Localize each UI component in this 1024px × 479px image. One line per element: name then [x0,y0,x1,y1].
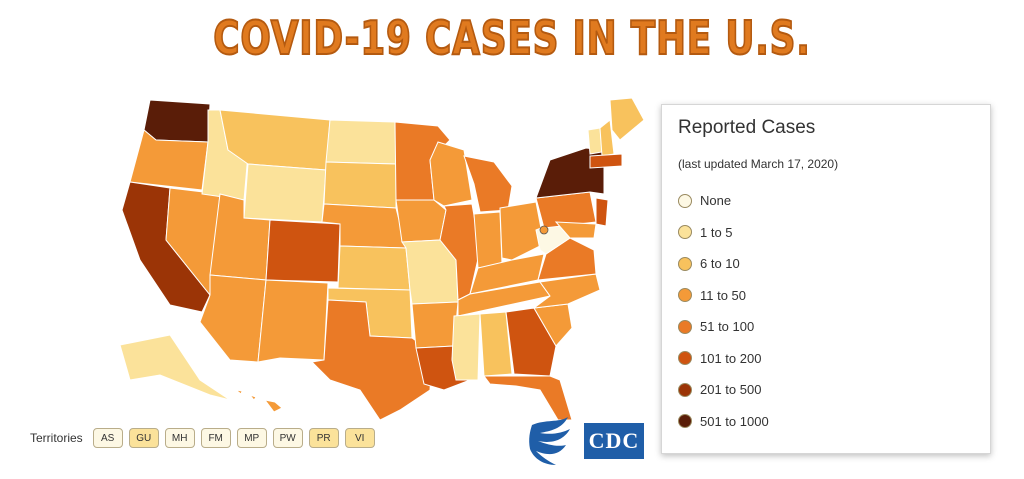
territory-button-as[interactable]: AS [92,428,123,448]
state-ky[interactable] [469,253,545,295]
state-hi[interactable] [234,389,283,413]
legend-item: 1 to 5 [678,217,974,249]
state-ak[interactable] [119,334,231,401]
legend-label: 501 to 1000 [700,413,769,429]
state-ms[interactable] [451,313,481,381]
territories-bar: Territories AS GU MH FM MP PW PR VI [30,428,375,448]
legend-item: 501 to 1000 [678,406,974,438]
state-az[interactable] [199,274,267,363]
legend-swatch [678,256,692,271]
state-nm[interactable] [257,279,329,363]
territories-label: Territories [30,431,83,445]
legend-subtitle: (last updated March 17, 2020) [678,157,839,171]
state-nd[interactable] [325,119,397,165]
territories-list: AS GU MH FM MP PW PR VI [92,428,375,448]
state-wy[interactable] [243,163,327,223]
legend-label: 6 to 10 [700,256,740,272]
state-ia[interactable] [395,199,447,243]
legend-label: 201 to 500 [700,382,762,398]
legend-label: 1 to 5 [700,224,733,240]
us-map [119,97,645,420]
territory-button-pr[interactable]: PR [308,428,339,448]
legend-label: None [700,193,732,209]
territory-button-fm[interactable]: FM [200,428,231,448]
legend-label: 51 to 100 [700,319,755,335]
state-md[interactable] [554,221,597,239]
territory-button-mh[interactable]: MH [164,428,195,448]
legend-swatch [678,319,692,334]
state-va[interactable] [537,237,597,281]
state-sd[interactable] [323,161,397,209]
state-in[interactable] [473,211,503,269]
legend-swatch [678,414,692,429]
page-title: COVID-19 CASES IN THE U.S. [213,10,811,66]
legend-panel: Reported Cases (last updated March 17, 2… [661,104,991,454]
legend-swatch [678,225,692,240]
legend-item: 6 to 10 [678,248,974,280]
state-ks[interactable] [337,245,411,291]
state-me[interactable] [609,97,645,141]
legend-items: None 1 to 5 6 to 10 11 to 50 51 to 100 101 to… [678,185,974,437]
legend-item: 201 to 500 [678,374,974,406]
state-oh[interactable] [499,201,545,261]
legend-title: Reported Cases [678,117,816,138]
legend-swatch [678,351,692,366]
legend-label: 11 to 50 [700,287,747,303]
cdc-logo: CDC [584,423,644,459]
state-tx[interactable] [310,299,433,420]
legend-swatch [678,193,692,208]
legend-label: 101 to 200 [700,350,762,366]
legend-item: 11 to 50 [678,280,974,312]
state-wi[interactable] [429,141,473,207]
legend-item: 101 to 200 [678,343,974,375]
state-nj[interactable] [595,197,609,227]
logos: CDC [528,415,644,467]
state-al[interactable] [479,311,513,377]
state-ar[interactable] [411,301,459,349]
state-wa[interactable] [143,99,211,143]
state-co[interactable] [265,219,341,283]
territory-button-mp[interactable]: MP [236,428,267,448]
territory-button-pw[interactable]: PW [272,428,303,448]
territory-button-gu[interactable]: GU [128,428,159,448]
territory-button-vi[interactable]: VI [344,428,375,448]
legend-swatch [678,288,692,303]
state-fl[interactable] [483,375,573,420]
state-ma[interactable] [589,153,623,169]
legend-item: None [678,185,974,217]
dc-marker[interactable] [539,225,549,235]
legend-item: 51 to 100 [678,311,974,343]
legend-swatch [678,382,692,397]
hhs-eagle-icon [529,417,570,465]
